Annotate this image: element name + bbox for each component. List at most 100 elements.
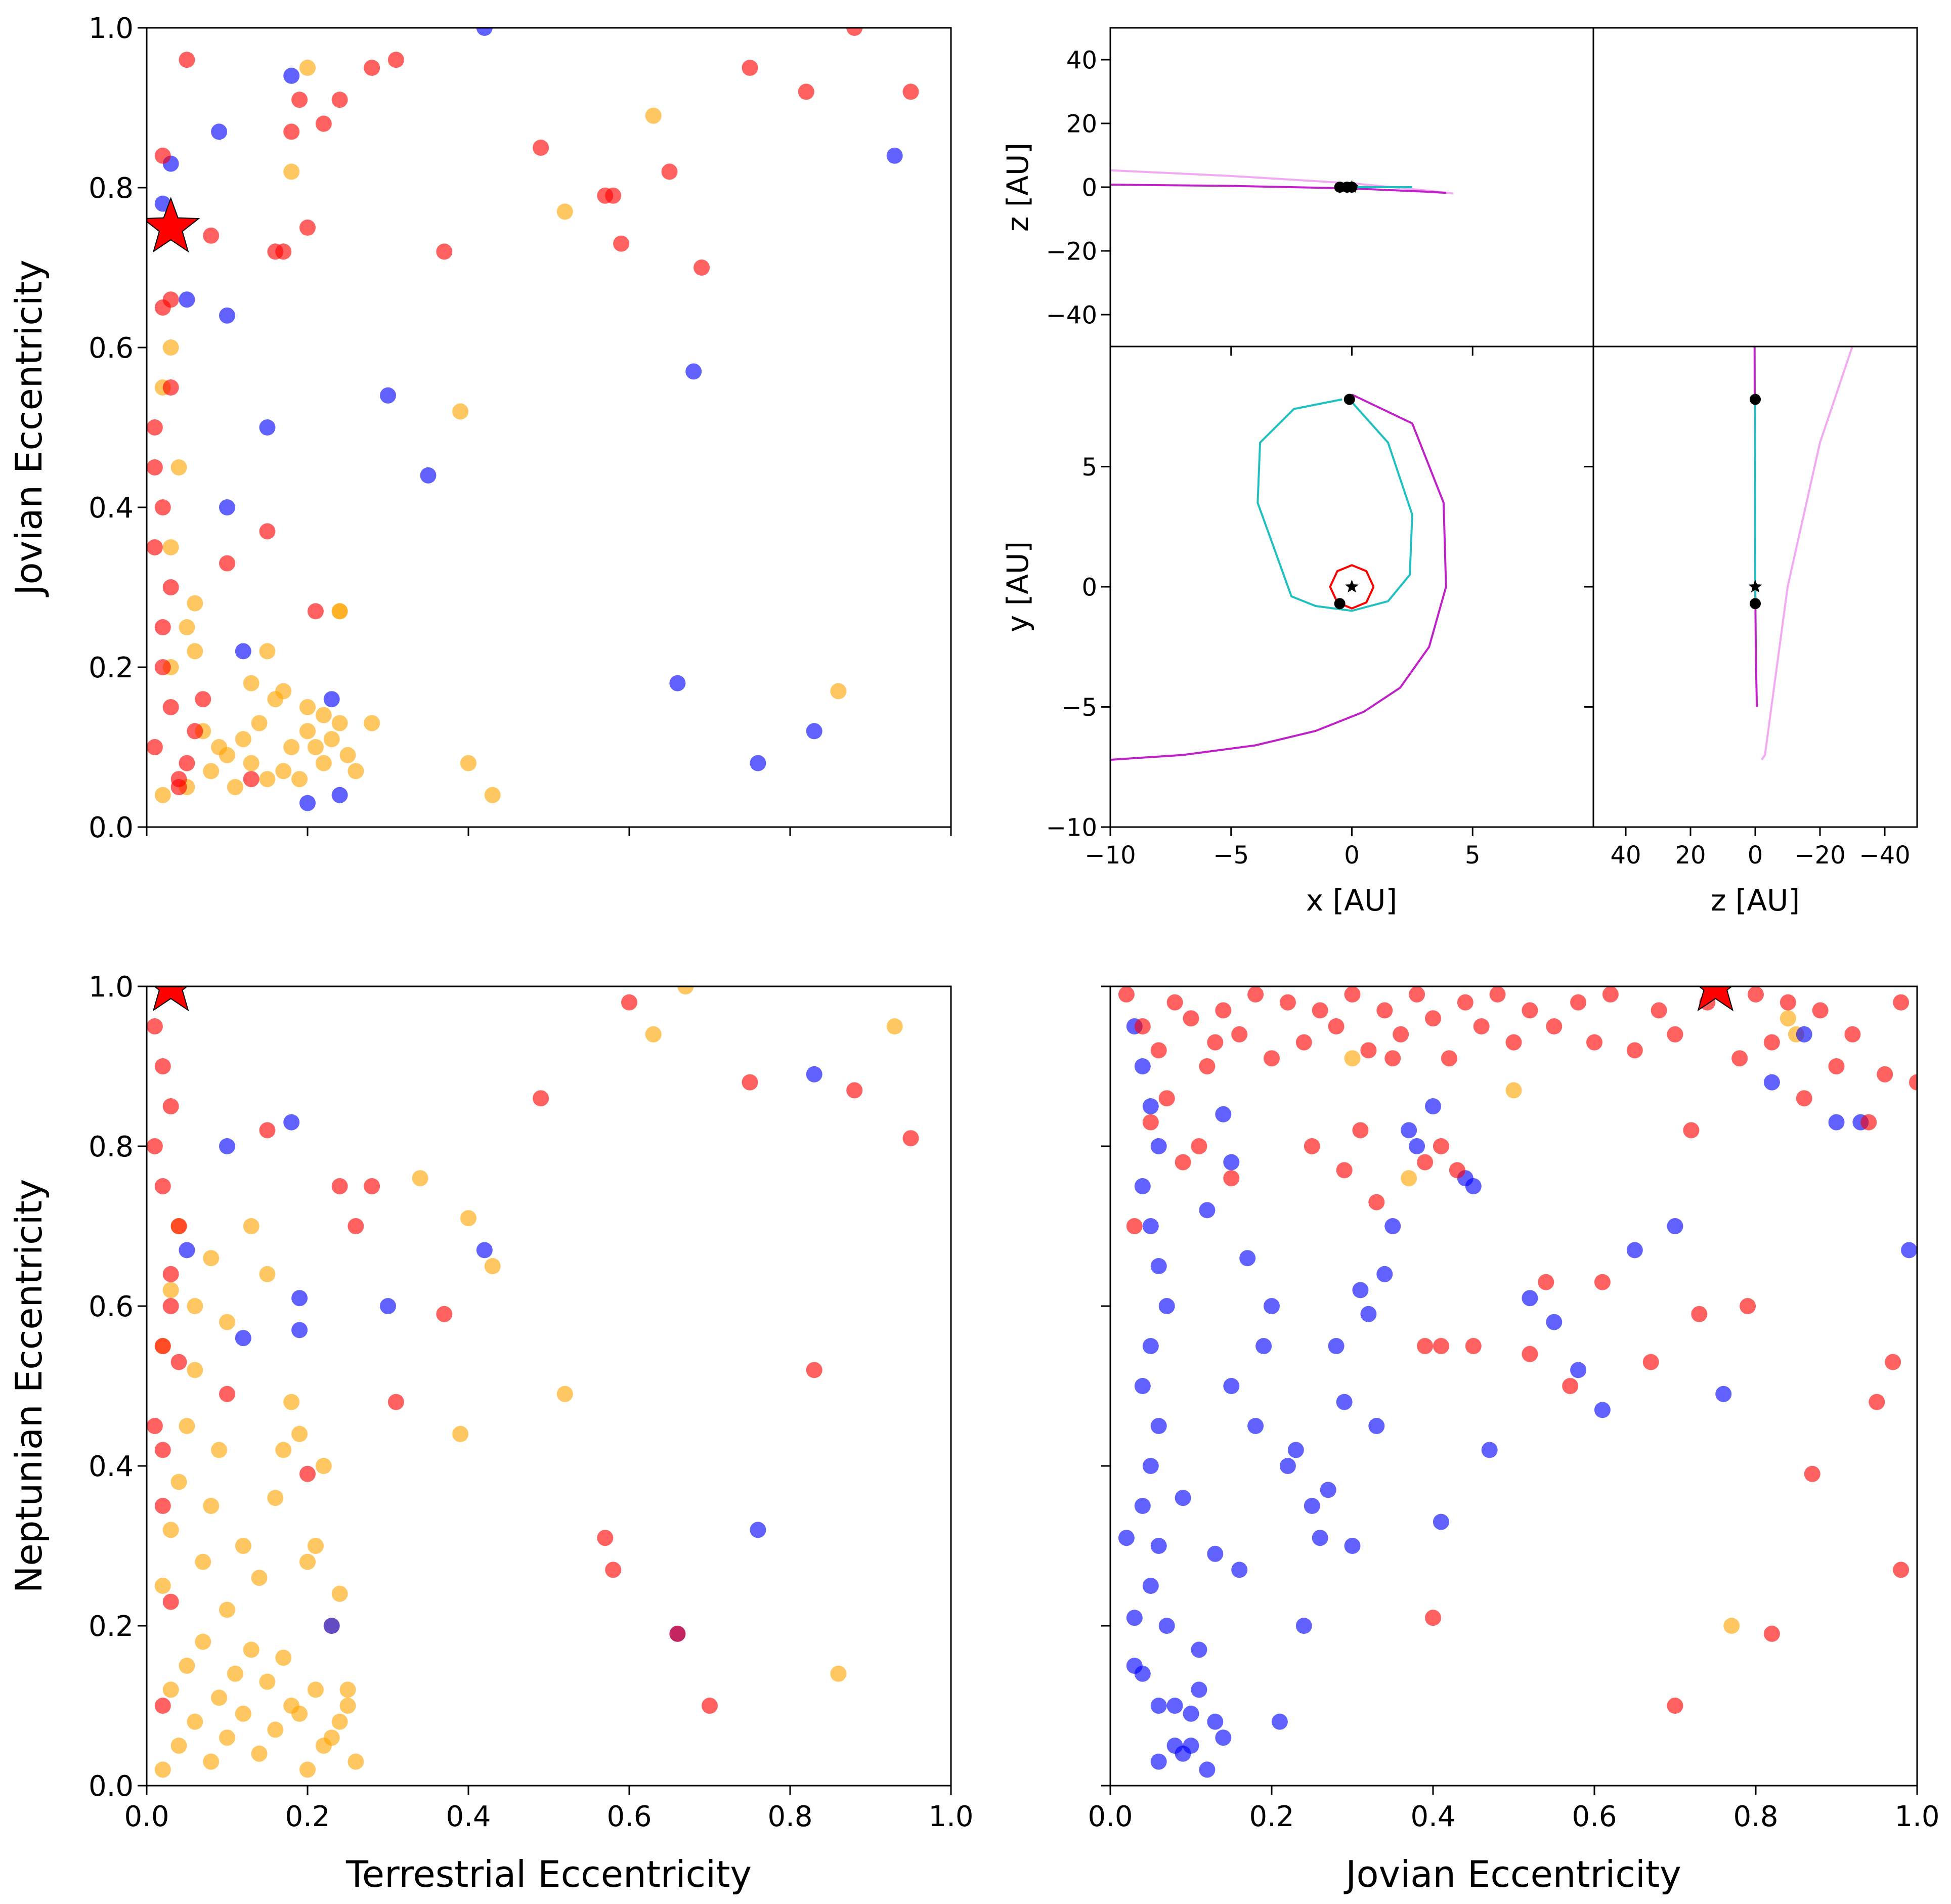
point-red (1215, 1002, 1232, 1019)
point-red (154, 1178, 171, 1194)
point-red (1279, 994, 1296, 1011)
point-red (669, 1625, 686, 1642)
planet-marker (1750, 598, 1761, 610)
y-tick-label: −5 (1061, 694, 1097, 722)
point-orange (187, 595, 203, 612)
point-red (702, 1698, 718, 1714)
marks (1110, 169, 1454, 195)
point-orange (259, 771, 276, 788)
point-orange (275, 683, 292, 700)
point-red (1457, 994, 1473, 1011)
point-red (1651, 1002, 1667, 1019)
point-orange (195, 1553, 211, 1570)
point-orange (1401, 1170, 1417, 1187)
point-orange (645, 107, 662, 124)
y-tick-label: 0.8 (89, 1131, 134, 1163)
point-blue (1626, 1242, 1643, 1259)
y-tick-label: 0.4 (89, 492, 134, 525)
x-ticks: 0.0 0.2 0.4 0.6 0.8 1.0 (124, 1786, 974, 1833)
x-tick-label: 0.4 (446, 1800, 491, 1833)
point-red (162, 1098, 179, 1114)
point-red (1602, 986, 1619, 1003)
orbit-outer-fade (1761, 347, 1853, 761)
y-axis-label: z [AU] (1001, 143, 1035, 232)
point-blue (1150, 1753, 1167, 1770)
panel-orbit-xy: −10 −5 0 5 −10 −5 0 5 x [AU] y [AU] (1001, 345, 1594, 918)
point-blue (1344, 1538, 1361, 1554)
point-red (661, 163, 678, 180)
point-orange (323, 731, 340, 748)
point-orange (331, 715, 348, 731)
point-red (1893, 994, 1910, 1011)
point-red (1158, 1090, 1175, 1107)
point-red (1860, 1114, 1877, 1131)
y-tick-label: 0.0 (89, 811, 134, 844)
highlight-star (147, 197, 200, 253)
point-blue (1279, 1458, 1296, 1474)
point-orange (203, 763, 220, 780)
point-red (154, 1338, 171, 1354)
point-red (1247, 986, 1264, 1003)
point-orange (677, 986, 694, 994)
point-blue (1215, 1729, 1232, 1746)
point-blue (283, 67, 300, 84)
x-tick-label: 0.0 (124, 1800, 169, 1833)
point-red (1118, 986, 1135, 1003)
point-blue (476, 28, 493, 36)
point-red (154, 659, 171, 675)
x-tick-label: 0.6 (1572, 1800, 1617, 1833)
point-orange (243, 675, 259, 691)
point-orange (179, 1418, 195, 1434)
point-red (307, 603, 324, 620)
x-axis-label: z [AU] (1711, 883, 1800, 918)
y-axis-label: Jovian Eccentricity (8, 259, 50, 597)
point-blue (211, 123, 228, 140)
y-ticks (1584, 466, 1593, 828)
point-blue (1134, 1665, 1151, 1682)
point-orange (299, 1553, 316, 1570)
point-orange (307, 1538, 324, 1554)
point-blue (1368, 1418, 1385, 1434)
point-orange (235, 731, 251, 748)
x-axis-label: x [AU] (1306, 883, 1397, 918)
y-axis-label: y [AU] (1001, 541, 1035, 632)
point-blue (1546, 1314, 1563, 1330)
point-blue (1667, 1218, 1683, 1234)
point-orange (187, 643, 203, 660)
point-blue (1142, 1458, 1159, 1474)
x-ticks: −10 −5 0 5 (1085, 827, 1481, 870)
point-blue (1166, 1738, 1183, 1754)
point-orange (211, 1690, 228, 1706)
point-orange (452, 403, 469, 420)
star-marker (1748, 580, 1762, 593)
point-orange (243, 1641, 259, 1658)
point-red (1223, 1170, 1240, 1187)
point-red (1522, 1002, 1538, 1019)
point-orange (1723, 1618, 1740, 1634)
x-tick-label: 0.0 (1088, 1800, 1133, 1833)
point-red (1393, 1026, 1409, 1043)
point-orange (259, 1673, 276, 1690)
point-red (806, 1362, 822, 1378)
panel-terr-vs-nep: 0.0 0.2 0.4 0.6 0.8 1.0 0.0 0.2 0.4 0.6 0.8 1.0 Te… (8, 971, 974, 1895)
point-blue (219, 499, 235, 515)
y-tick-label: 0 (1081, 573, 1097, 601)
point-red (147, 1138, 163, 1154)
point-red (1877, 1066, 1893, 1083)
point-red (179, 755, 195, 771)
point-red (1683, 1122, 1700, 1139)
point-orange (291, 1705, 308, 1722)
point-red (154, 147, 171, 164)
point-blue (1207, 1713, 1224, 1730)
point-red (1304, 1138, 1320, 1154)
point-red (846, 1082, 863, 1099)
point-red (742, 1074, 758, 1091)
point-red (187, 723, 203, 740)
point-red (605, 187, 622, 204)
point-red (1376, 1002, 1393, 1019)
point-red (1844, 1026, 1861, 1043)
point-red (299, 1465, 316, 1482)
point-blue (1166, 1698, 1183, 1714)
point-blue (420, 467, 437, 484)
point-orange (227, 779, 243, 795)
